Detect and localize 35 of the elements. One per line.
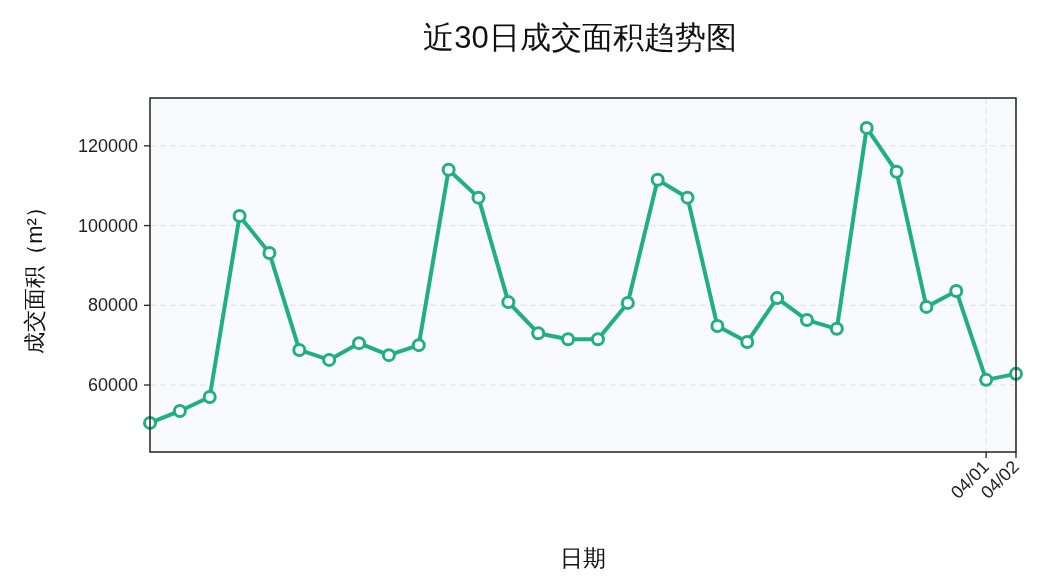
point: [590, 332, 605, 347]
point: [531, 326, 546, 341]
point: [441, 162, 456, 177]
point: [471, 190, 486, 205]
point: [949, 283, 964, 298]
y-axis-title: 成交面积（m²）: [22, 196, 47, 354]
point: [979, 372, 994, 387]
point: [829, 321, 844, 336]
y-tick-label: 120000: [77, 135, 138, 156]
point: [292, 342, 307, 357]
point: [411, 338, 426, 353]
point: [172, 403, 187, 418]
point: [799, 313, 814, 328]
point: [322, 352, 337, 367]
point: [381, 348, 396, 363]
point: [561, 332, 576, 347]
point: [770, 291, 785, 306]
x-axis-title: 日期: [560, 545, 606, 571]
point: [232, 209, 247, 223]
point: [680, 190, 695, 205]
y-tick-label: 100000: [77, 215, 138, 236]
y-tick-label: 80000: [87, 295, 138, 316]
point: [202, 389, 217, 404]
point: [352, 336, 367, 351]
chart-title: 近30日成交面积趋势图: [423, 20, 737, 55]
point: [710, 319, 725, 334]
point: [919, 299, 934, 314]
point: [740, 334, 755, 349]
point: [650, 172, 665, 187]
point: [501, 295, 516, 310]
point: [262, 246, 277, 261]
point: [859, 120, 874, 135]
y-tick-label: 60000: [87, 375, 138, 396]
point: [620, 295, 635, 310]
point: [889, 164, 904, 179]
